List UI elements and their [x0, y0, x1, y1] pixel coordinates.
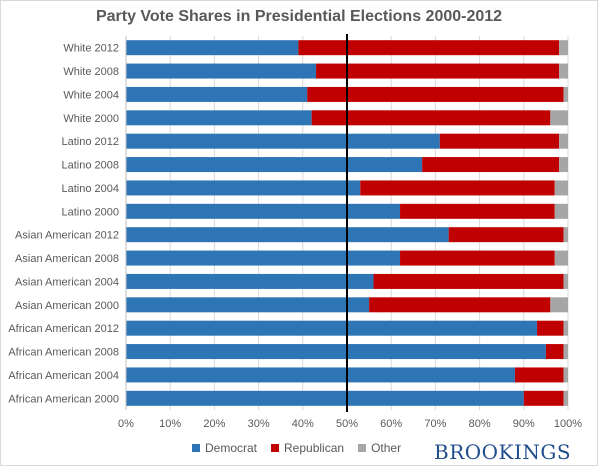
category-label: Latino 2004: [62, 183, 120, 195]
category-label: African American 2004: [8, 370, 119, 382]
bar-other: [554, 250, 568, 266]
bar-democrat: [126, 297, 370, 313]
bar-democrat: [126, 110, 312, 126]
x-tick-label: 90%: [513, 418, 535, 430]
bar-republican: [400, 250, 555, 266]
bar-other: [563, 320, 568, 336]
bar-other: [563, 367, 568, 383]
x-tick-label: 40%: [292, 418, 314, 430]
x-tick-label: 10%: [159, 418, 181, 430]
bar-democrat: [126, 367, 515, 383]
bar-democrat: [126, 63, 317, 79]
bar-republican: [545, 344, 564, 360]
bar-other: [554, 203, 568, 219]
bar-republican: [373, 273, 564, 289]
x-tick-label: 20%: [203, 418, 225, 430]
bar-other: [550, 297, 568, 313]
bar-republican: [298, 40, 560, 56]
x-tick-label: 50%: [336, 418, 358, 430]
legend-swatch: [192, 444, 200, 452]
category-label: White 2008: [63, 66, 119, 78]
bar-democrat: [126, 273, 374, 289]
legend-item-other: Other: [358, 441, 401, 455]
x-tick-label: 70%: [424, 418, 446, 430]
bar-other: [559, 63, 568, 79]
bar-republican: [439, 133, 560, 149]
x-tick-label: 0%: [118, 418, 134, 430]
legend-item-democrat: Democrat: [192, 441, 257, 455]
bar-democrat: [126, 203, 401, 219]
category-label: African American 2008: [8, 347, 119, 359]
bar-republican: [537, 320, 564, 336]
bar-republican: [400, 203, 555, 219]
bar-other: [563, 227, 568, 243]
legend-swatch: [271, 444, 280, 452]
bar-other: [559, 157, 568, 173]
x-tick-label: 60%: [380, 418, 402, 430]
bar-other: [559, 40, 568, 56]
category-label: White 2000: [63, 113, 119, 125]
legend-label: Republican: [284, 441, 345, 455]
category-label: Latino 2012: [62, 136, 120, 148]
legend-swatch: [358, 444, 367, 452]
bar-democrat: [126, 180, 361, 196]
bar-democrat: [126, 157, 423, 173]
brookings-logo: BROOKINGS: [434, 440, 572, 464]
bar-other: [550, 110, 568, 126]
category-label: African American 2000: [8, 393, 119, 405]
bar-republican: [307, 86, 564, 102]
bar-republican: [514, 367, 564, 383]
bar-other: [563, 344, 568, 360]
category-label: Asian American 2004: [15, 276, 119, 288]
legend: Democrat Republican Other: [192, 440, 415, 456]
category-label: Asian American 2012: [15, 230, 119, 242]
bar-other: [563, 86, 568, 102]
bar-democrat: [126, 133, 440, 149]
legend-item-republican: Republican: [271, 441, 344, 455]
bar-democrat: [126, 227, 449, 243]
x-tick-label: 30%: [248, 418, 270, 430]
x-tick-label: 80%: [469, 418, 491, 430]
bar-democrat: [126, 344, 546, 360]
category-label: Asian American 2008: [15, 253, 119, 265]
bar-republican: [360, 180, 555, 196]
bar-republican: [523, 390, 564, 406]
category-label: Asian American 2000: [15, 300, 119, 312]
legend-label: Other: [371, 441, 402, 455]
category-label: African American 2012: [8, 323, 119, 335]
x-tick-label: 100%: [554, 418, 582, 430]
category-label: Latino 2008: [62, 160, 120, 172]
legend-label: Democrat: [205, 441, 258, 455]
chart-title: Party Vote Shares in Presidential Electi…: [95, 8, 503, 25]
category-label: White 2004: [63, 89, 119, 101]
category-label: Latino 2000: [62, 206, 120, 218]
bar-democrat: [126, 40, 299, 56]
bar-democrat: [126, 320, 538, 336]
bar-republican: [422, 157, 560, 173]
bar-republican: [448, 227, 564, 243]
bar-republican: [316, 63, 560, 79]
bar-republican: [311, 110, 551, 126]
bar-chart: 0% 10% 20% 30% 40% 50% 60% 70% 80% 90% 100% White 2…: [8, 34, 582, 430]
bar-democrat: [126, 86, 308, 102]
bar-democrat: [126, 390, 524, 406]
bar-republican: [369, 297, 551, 313]
bar-other: [563, 273, 568, 289]
category-label: White 2012: [63, 43, 119, 55]
bar-other: [554, 180, 568, 196]
bar-other: [559, 133, 568, 149]
bar-democrat: [126, 250, 401, 266]
bar-other: [563, 390, 568, 406]
